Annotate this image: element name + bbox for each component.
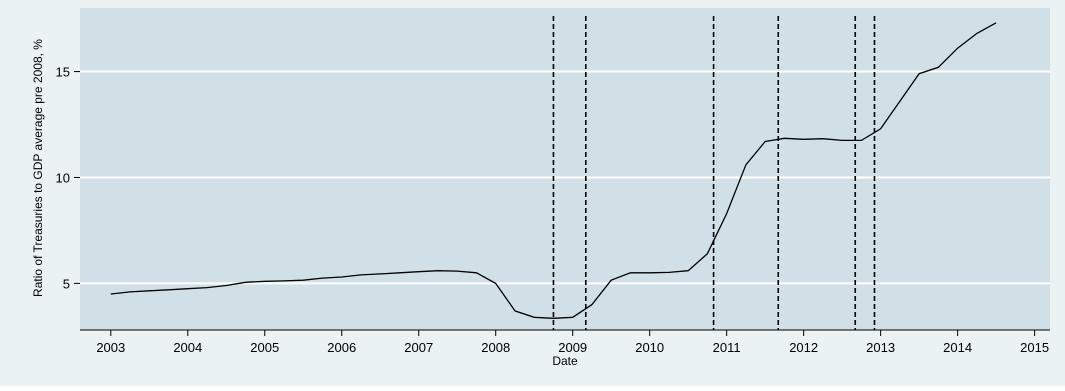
y-tick-label: 15 <box>56 65 70 80</box>
x-tick-label: 2003 <box>96 340 125 355</box>
series-line-0 <box>110 22 997 319</box>
x-tick-label: 2014 <box>943 340 972 355</box>
x-tick-label: 2006 <box>327 340 356 355</box>
x-tick-label: 2008 <box>481 340 510 355</box>
y-axis-label: Ratio of Treasuries to GDP average pre 2… <box>31 39 45 297</box>
event-lines <box>552 16 876 330</box>
y-axis-ticks: 5 10 15 <box>56 65 80 291</box>
x-tick-label: 2013 <box>866 340 895 355</box>
x-axis-label: Date <box>552 354 578 368</box>
x-tick-label: 2005 <box>250 340 279 355</box>
inner-plot-background <box>80 8 1050 330</box>
x-tick-label: 2010 <box>635 340 664 355</box>
x-tick-label: 2011 <box>713 340 741 355</box>
x-tick-label: 2015 <box>1020 340 1049 355</box>
x-tick-label: 2007 <box>404 340 433 355</box>
y-tick-label: 5 <box>63 276 70 291</box>
x-tick-label: 2012 <box>789 340 818 355</box>
x-tick-label: 2009 <box>558 340 587 355</box>
series-lines <box>110 22 997 319</box>
x-tick-label: 2004 <box>173 340 202 355</box>
x-axis-ticks: 2003 2004 2005 2006 2007 2008 2009 2010 2011 2012… <box>96 330 1049 355</box>
y-tick-label: 10 <box>56 170 70 185</box>
